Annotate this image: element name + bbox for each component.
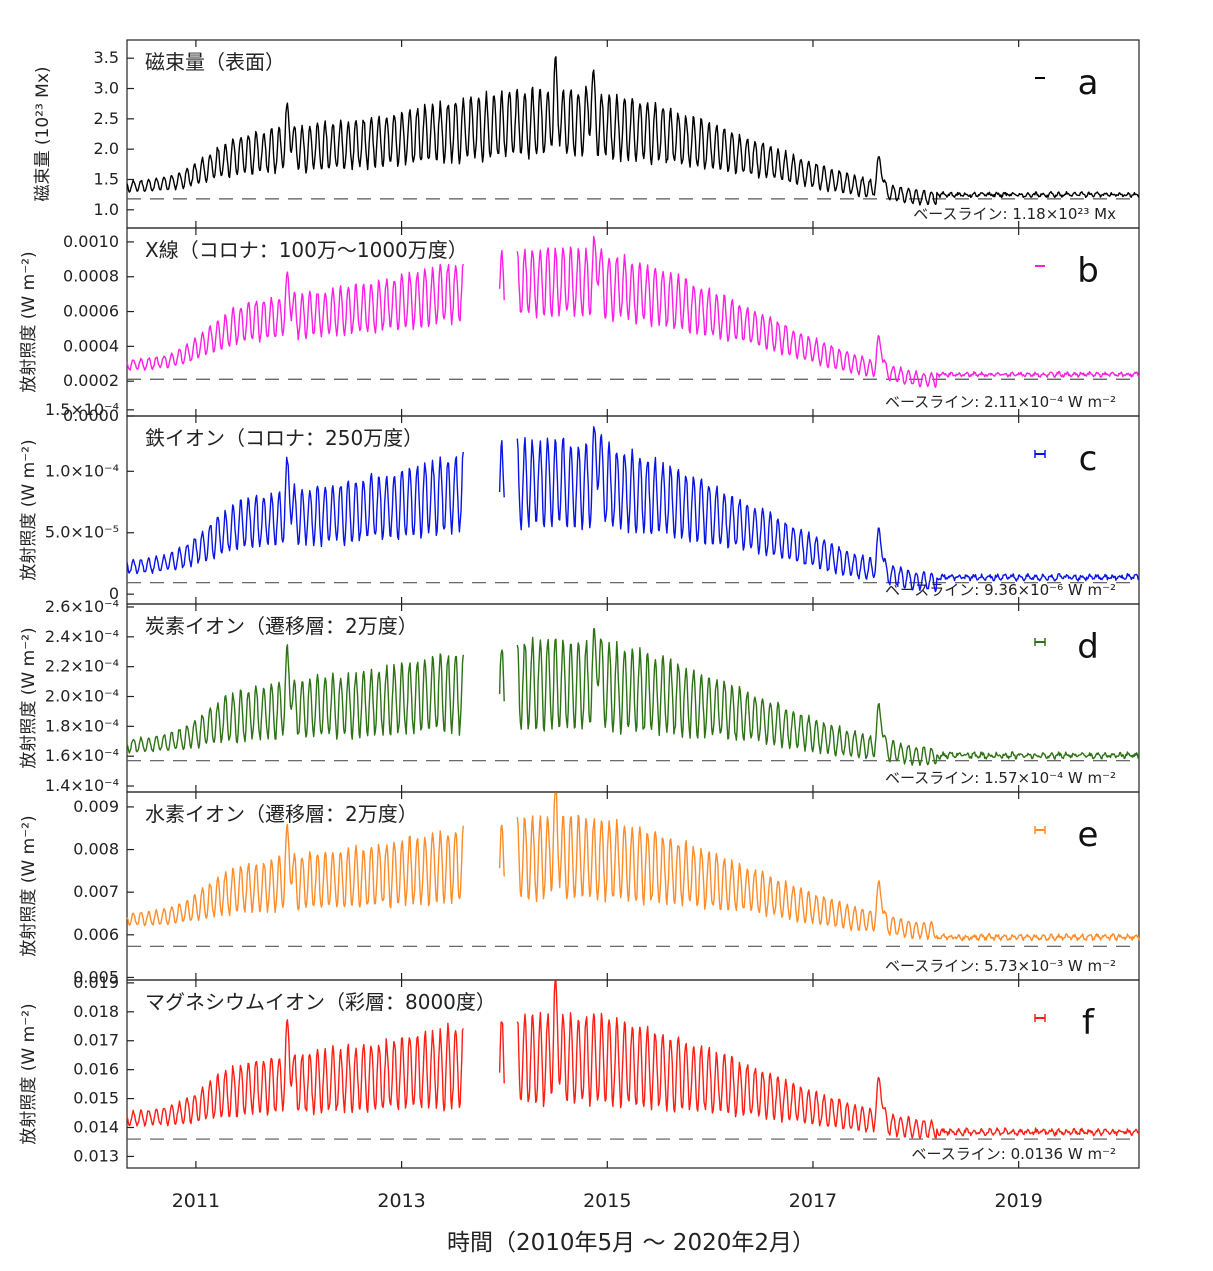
series-line-d (126, 644, 464, 754)
y-tick-label: 0.006 (73, 925, 119, 944)
panel-letter: e (1078, 815, 1099, 855)
baseline-label: ベースライン: 5.73×10⁻³ W m⁻² (885, 957, 1116, 975)
panel-title: 鉄イオン（コロナ：250万度） (145, 426, 423, 450)
x-tick-label: 2013 (377, 1190, 425, 1212)
panel-title: X線（コロナ：100万〜1000万度） (145, 238, 468, 262)
series-line-c (498, 440, 505, 498)
baseline-label: ベースライン: 0.0136 W m⁻² (912, 1145, 1116, 1163)
panel-e: 0.005 0.006 0.007 0.008 0.009 放射照度 (W m⁻²) 水素イ… (19, 791, 1140, 986)
y-tick-label: 2.0 (94, 139, 119, 158)
y-tick-label: 0 (109, 584, 119, 603)
y-tick-label: 2.6×10⁻⁴ (45, 597, 119, 616)
x-tick-label: 2015 (583, 1190, 631, 1212)
panel-b: 0.0000 0.0002 0.0004 0.0006 0.0008 0.0010 放射照度… (19, 227, 1140, 425)
panel-c: 0 5.0×10⁻⁵ 1.0×10⁻⁴ 1.5×10⁻⁴ 放射照度 (W m⁻²) 鉄イオ… (19, 400, 1140, 605)
y-tick-label: 0.013 (73, 1146, 119, 1165)
y-tick-label: 5.0×10⁻⁵ (45, 523, 119, 542)
baseline-label: ベースライン: 1.18×10²³ Mx (913, 205, 1116, 223)
panels-group: 1.0 1.5 2.0 2.5 3.0 3.5 磁束量 (10²³ Mx) 磁束量（表面） a ベ… (19, 39, 1140, 1169)
series-line-b (516, 235, 1140, 388)
panel-title: 炭素イオン（遷移層：2万度） (145, 614, 418, 638)
y-tick-label: 0.0004 (63, 336, 119, 355)
baseline-label: ベースライン: 1.57×10⁻⁴ W m⁻² (885, 769, 1116, 787)
y-tick-label: 0.007 (73, 882, 119, 901)
x-tick-label: 2017 (789, 1190, 837, 1212)
y-axis-label: 放射照度 (W m⁻²) (19, 815, 39, 956)
series-line-b (126, 263, 464, 371)
y-tick-label: 3.5 (94, 48, 119, 67)
y-tick-label: 1.5×10⁻⁴ (45, 400, 119, 419)
y-tick-label: 0.0008 (63, 267, 119, 286)
series-line-e (498, 824, 505, 877)
y-axis-label: 放射照度 (W m⁻²) (19, 251, 39, 392)
y-tick-label: 1.0×10⁻⁴ (45, 461, 119, 480)
series-line-c (516, 426, 1140, 593)
baseline-label: ベースライン: 2.11×10⁻⁴ W m⁻² (885, 393, 1116, 411)
panel-d: 1.4×10⁻⁴ 1.6×10⁻⁴ 1.8×10⁻⁴ 2.0×10⁻⁴ 2.2×10⁻⁴… (19, 597, 1140, 795)
panel-title: 磁束量（表面） (145, 50, 285, 74)
panel-letter: d (1077, 627, 1099, 667)
series-line-a (126, 56, 1140, 206)
series-line-c (126, 451, 464, 575)
x-axis: 2011 2013 2015 2017 2019 (172, 1190, 1043, 1212)
y-tick-label: 0.0000 (63, 406, 119, 425)
x-tick-label: 2019 (994, 1190, 1042, 1212)
y-tick-label: 0.005 (73, 967, 119, 986)
panel-letter: f (1082, 1003, 1095, 1043)
x-tick-label: 2011 (172, 1190, 220, 1212)
y-tick-label: 0.019 (73, 973, 119, 992)
series-line-d (516, 628, 1140, 767)
baseline-label: ベースライン: 9.36×10⁻⁶ W m⁻² (885, 581, 1116, 599)
y-tick-label: 2.0×10⁻⁴ (45, 687, 119, 706)
panel-a: 1.0 1.5 2.0 2.5 3.0 3.5 磁束量 (10²³ Mx) 磁束量（表面） a ベ… (33, 39, 1140, 229)
y-tick-label: 3.0 (94, 79, 119, 98)
y-axis-label: 放射照度 (W m⁻²) (19, 1003, 39, 1144)
y-tick-label: 0.0002 (63, 371, 119, 390)
y-tick-label: 0.017 (73, 1031, 119, 1050)
series-line-f (126, 1019, 464, 1127)
y-tick-label: 0.016 (73, 1060, 119, 1079)
panel-letter: b (1077, 251, 1099, 291)
series-line-d (498, 649, 505, 702)
y-tick-label: 2.4×10⁻⁴ (45, 627, 119, 646)
y-tick-label: 0.0006 (63, 302, 119, 321)
x-axis-label: 時間（2010年5月 〜 2020年2月） (447, 1230, 815, 1256)
y-tick-label: 0.014 (73, 1118, 119, 1137)
y-tick-label: 0.0010 (63, 232, 119, 251)
panel-title: マグネシウムイオン（彩層：8000度） (145, 990, 496, 1014)
series-line-b (498, 249, 505, 301)
y-tick-label: 0.015 (73, 1089, 119, 1108)
panel-frame (126, 979, 1140, 1169)
y-tick-label: 0.008 (73, 840, 119, 859)
series-line-f (516, 980, 1140, 1139)
panel-letter: c (1079, 439, 1098, 479)
y-tick-label: 1.8×10⁻⁴ (45, 716, 119, 735)
series-line-e (516, 792, 1140, 942)
y-tick-label: 1.6×10⁻⁴ (45, 746, 119, 765)
panel-letter: a (1078, 63, 1099, 103)
series-line-f (498, 1021, 505, 1084)
y-tick-label: 0.018 (73, 1002, 119, 1021)
y-tick-label: 1.5 (94, 169, 119, 188)
y-axis-label: 放射照度 (W m⁻²) (19, 627, 39, 768)
panel-title: 水素イオン（遷移層：2万度） (145, 802, 418, 826)
y-tick-label: 1.4×10⁻⁴ (45, 776, 119, 795)
y-tick-label: 2.2×10⁻⁴ (45, 657, 119, 676)
panel-f: 0.013 0.014 0.015 0.016 0.017 0.018 0.019 放射照度 … (19, 973, 1140, 1169)
y-tick-label: 0.009 (73, 797, 119, 816)
y-axis-label: 放射照度 (W m⁻²) (19, 439, 39, 580)
y-axis-label: 磁束量 (10²³ Mx) (33, 66, 53, 201)
y-tick-label: 1.0 (94, 200, 119, 219)
y-tick-label: 2.5 (94, 109, 119, 128)
series-line-e (126, 823, 464, 927)
